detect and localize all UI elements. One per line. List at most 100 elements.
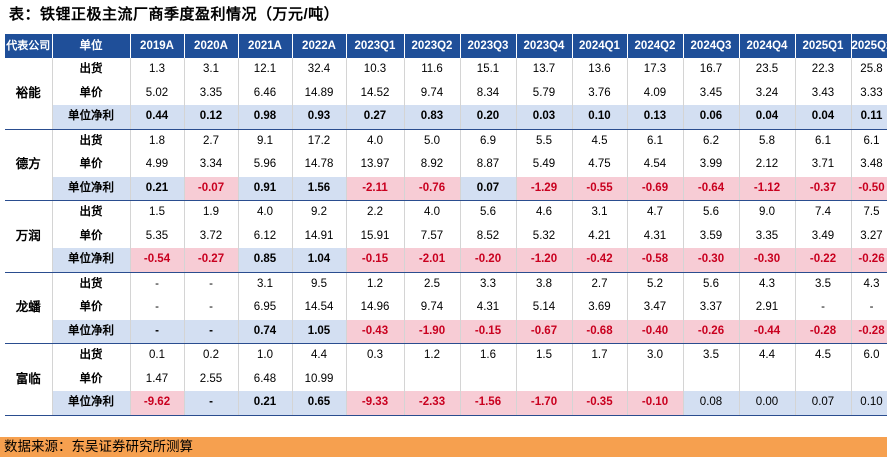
value-cell: 0.83 [404,105,461,130]
value-cell: 4.09 [627,81,684,105]
value-cell: 3.24 [739,81,796,105]
value-cell: 0.07 [795,391,852,416]
value-cell: 0.04 [739,105,796,130]
value-cell: 14.91 [292,224,347,248]
value-cell: 3.3 [460,272,517,296]
value-cell: -9.33 [346,391,405,416]
value-cell: 3.0 [627,343,684,368]
value-cell: 3.45 [683,81,740,105]
value-cell: 25.8 [851,58,887,82]
value-cell: -0.69 [627,176,684,201]
value-cell: 2.5 [404,272,461,296]
value-cell: 16.7 [683,58,740,82]
header-period: 2025Q2 [851,34,887,58]
value-cell: 0.10 [851,391,887,416]
value-cell: -0.37 [795,176,852,201]
value-cell: 0.08 [683,391,740,416]
value-cell: 3.59 [683,224,740,248]
value-cell: 3.33 [851,81,887,105]
value-cell: 12.1 [238,58,293,82]
value-cell: 5.79 [516,81,573,105]
value-cell: 2.2 [346,200,405,225]
value-cell: -0.10 [627,391,684,416]
value-cell: 4.7 [627,200,684,225]
value-cell: -0.28 [795,319,852,344]
value-cell: 0.74 [238,319,293,344]
value-cell: 1.04 [292,248,347,273]
value-cell: 3.5 [795,272,852,296]
value-cell: 14.96 [346,296,405,320]
value-cell: 2.7 [572,272,628,296]
value-cell: -2.33 [404,391,461,416]
table-row: 富临 出货 0.1 0.2 1.0 4.4 0.3 1.2 1.6 1.5 1.7 3.0 3.5 4.4… [5,343,887,416]
value-cell: 3.47 [627,296,684,320]
value-cell: 0.2 [184,343,239,368]
value-cell: 3.35 [739,224,796,248]
value-cell: 6.46 [238,81,293,105]
table-body: 裕能 出货 1.3 3.1 12.1 32.4 10.3 11.6 15.1 13.7 13.6 17… [5,58,887,416]
value-cell [404,367,461,391]
value-cell: 0.21 [238,391,293,416]
header-unit: 单位 [52,34,131,58]
header-period: 2020A [184,34,239,58]
table-row: 单位净利 -9.62-0.21 0.65 -9.33 -2.33 -1.56 -1.70 -0… [5,391,887,416]
value-cell: 2.91 [739,296,796,320]
value-cell: 32.4 [292,58,347,82]
value-cell: 13.97 [346,153,405,177]
value-cell: 1.9 [184,200,239,225]
value-cell: -1.20 [516,248,573,273]
value-cell: 4.99 [130,153,185,177]
value-cell: 17.2 [292,129,347,153]
table-row: 单位净利 0.21 -0.07 0.91 1.56 -2.11 -0.76 0.07 -1.29… [5,176,887,201]
header-period: 2021A [238,34,293,58]
value-cell: 0.44 [130,105,185,130]
value-cell: - [130,272,185,296]
value-cell [739,367,796,391]
metric-label: 单位净利 [52,248,131,273]
value-cell: 4.5 [795,343,852,368]
value-cell: -0.68 [572,319,628,344]
metric-label: 单价 [52,153,131,177]
value-cell: - [184,391,239,416]
value-cell: 3.5 [683,343,740,368]
value-cell: 3.34 [184,153,239,177]
value-cell: -2.01 [404,248,461,273]
value-cell: -1.56 [460,391,517,416]
value-cell: 13.7 [516,58,573,82]
value-cell: 0.1 [130,343,185,368]
value-cell: 5.6 [683,272,740,296]
value-cell: 6.1 [795,129,852,153]
value-cell: 9.74 [404,81,461,105]
value-cell: 17.3 [627,58,684,82]
value-cell: 3.48 [851,153,887,177]
value-cell: 3.27 [851,224,887,248]
value-cell: 9.0 [739,200,796,225]
value-cell: 3.1 [184,58,239,82]
value-cell: -0.07 [184,176,239,201]
company-name: 德方 [5,129,53,201]
company-name: 万润 [5,200,53,273]
metric-label: 单价 [52,81,131,105]
value-cell: 13.6 [572,58,628,82]
table-row: 单价 1.47 2.55 6.48 10.99 [5,367,887,391]
metric-label: 单价 [52,367,131,391]
metric-label: 单价 [52,224,131,248]
value-cell: 5.32 [516,224,573,248]
metric-label: 单位净利 [52,391,131,416]
metric-label: 出货 [52,200,131,225]
table-row: 裕能 出货 1.3 3.1 12.1 32.4 10.3 11.6 15.1 13.7 13.6 17… [5,58,887,130]
value-cell: 1.3 [130,58,185,82]
metric-label: 单位净利 [52,319,131,344]
value-cell: 3.71 [795,153,852,177]
table-row: 单位净利 - -0.74 1.05 -0.43 -1.90 -0.15 -0.67 -0.68-… [5,319,887,344]
header-period: 2024Q2 [627,34,684,58]
value-cell: -0.42 [572,248,628,273]
value-cell: 0.3 [346,343,405,368]
value-cell: -0.76 [404,176,461,201]
value-cell: -0.26 [851,248,887,273]
metric-label: 单位净利 [52,176,131,201]
value-cell: 15.91 [346,224,405,248]
value-cell: 3.69 [572,296,628,320]
value-cell: 3.76 [572,81,628,105]
header-period: 2024Q4 [739,34,796,58]
